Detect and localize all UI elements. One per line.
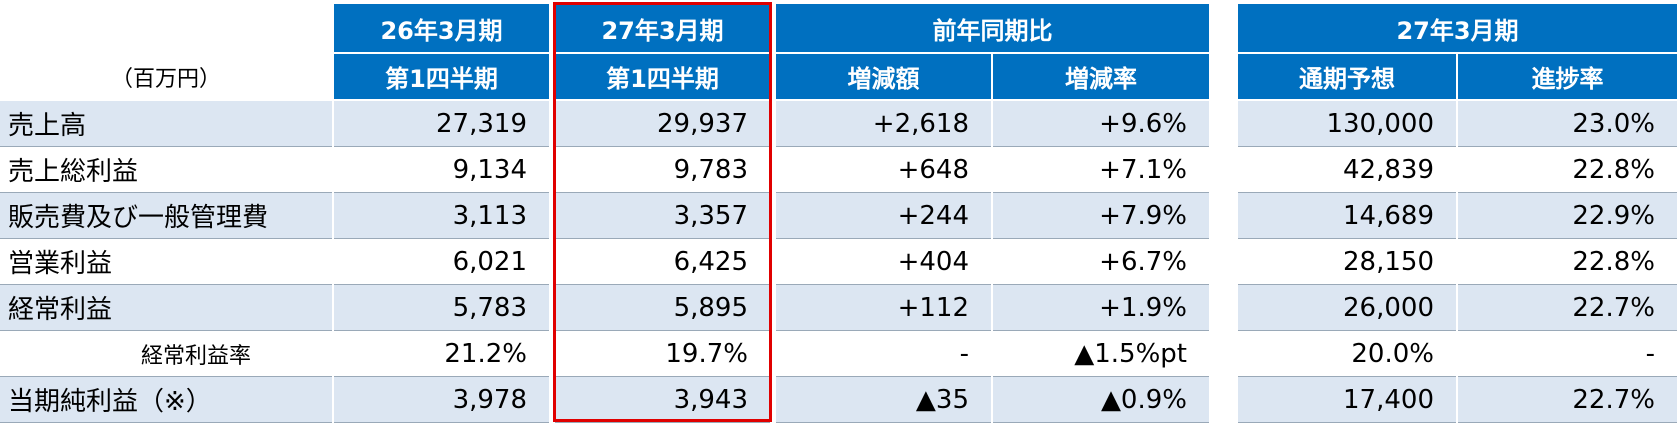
row-label: 営業利益 (0, 239, 332, 285)
row-label: 当期純利益（※） (0, 377, 332, 423)
value-cell: 17,400 (1238, 377, 1456, 423)
header-cell: 増減率 (993, 54, 1209, 99)
header-cell: 27年3月期 (555, 4, 770, 52)
value-cell: 22.9% (1458, 193, 1677, 239)
value-cell: 3,978 (334, 377, 549, 423)
row-label: 売上総利益 (0, 147, 332, 193)
value-cell: 23.0% (1458, 101, 1677, 147)
value-cell: +7.1% (993, 147, 1209, 193)
value-cell: 9,783 (555, 147, 770, 193)
value-cell: 3,943 (555, 377, 770, 423)
value-cell: 29,937 (555, 101, 770, 147)
value-cell: ▲1.5%pt (993, 331, 1209, 377)
value-cell: 3,357 (555, 193, 770, 239)
value-cell: 14,689 (1238, 193, 1456, 239)
value-cell: 42,839 (1238, 147, 1456, 193)
value-cell: 22.8% (1458, 239, 1677, 285)
value-cell: 22.7% (1458, 285, 1677, 331)
header-cell: 通期予想 (1238, 54, 1456, 99)
value-cell: +9.6% (993, 101, 1209, 147)
value-cell: +6.7% (993, 239, 1209, 285)
header-group: 前年同期比 (776, 4, 1209, 52)
value-cell: 5,895 (555, 285, 770, 331)
value-cell: 20.0% (1238, 331, 1456, 377)
row-label: 売上高 (0, 101, 332, 147)
value-cell: ▲35 (776, 377, 991, 423)
value-cell: +2,618 (776, 101, 991, 147)
value-cell: - (776, 331, 991, 377)
value-cell: +1.9% (993, 285, 1209, 331)
value-cell: 6,021 (334, 239, 549, 285)
value-cell: +244 (776, 193, 991, 239)
value-cell: ▲0.9% (993, 377, 1209, 423)
value-cell: 22.8% (1458, 147, 1677, 193)
row-label: 販売費及び一般管理費 (0, 193, 332, 239)
value-cell: +648 (776, 147, 991, 193)
value-cell: 19.7% (555, 331, 770, 377)
value-cell: 130,000 (1238, 101, 1456, 147)
row-label: 経常利益 (0, 285, 332, 331)
highlight-box (553, 2, 772, 422)
header-cell: 第1四半期 (555, 54, 770, 99)
value-cell: 21.2% (334, 331, 549, 377)
value-cell: 5,783 (334, 285, 549, 331)
value-cell: 26,000 (1238, 285, 1456, 331)
value-cell: 9,134 (334, 147, 549, 193)
unit-label: （百万円） (110, 66, 221, 92)
header-cell: 第1四半期 (334, 54, 549, 99)
value-cell: 6,425 (555, 239, 770, 285)
value-cell: 27,319 (334, 101, 549, 147)
header-cell: 進捗率 (1458, 54, 1677, 99)
value-cell: 22.7% (1458, 377, 1677, 423)
value-cell: +404 (776, 239, 991, 285)
header-cell: 26年3月期 (334, 4, 549, 52)
value-cell: +7.9% (993, 193, 1209, 239)
header-cell: 増減額 (776, 54, 991, 99)
value-cell: 28,150 (1238, 239, 1456, 285)
row-label: 経常利益率 (0, 331, 332, 377)
value-cell: +112 (776, 285, 991, 331)
header-group: 27年3月期 (1238, 4, 1677, 52)
value-cell: 3,113 (334, 193, 549, 239)
value-cell: - (1458, 331, 1677, 377)
